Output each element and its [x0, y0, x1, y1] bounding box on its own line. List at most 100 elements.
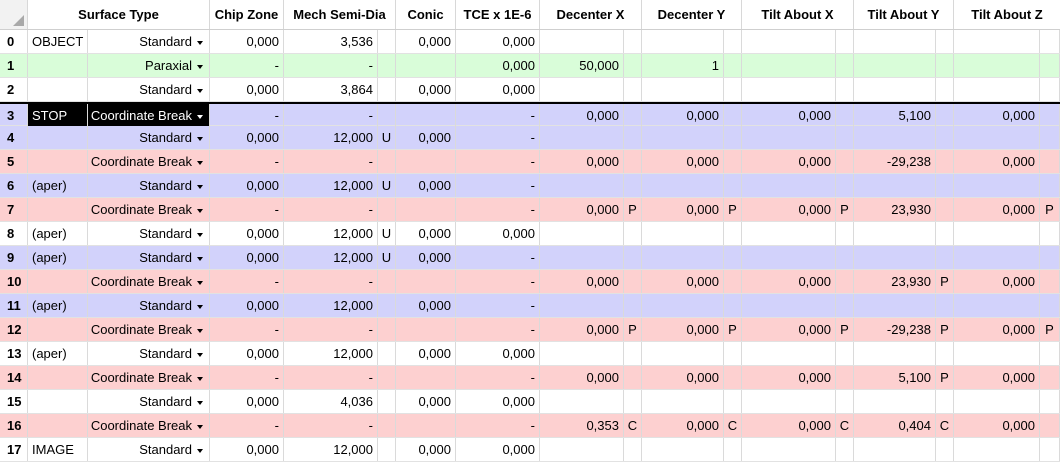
tilt-x-solve[interactable] — [836, 390, 854, 413]
tce-cell[interactable]: 0,000 — [456, 438, 540, 461]
decenter-y-cell[interactable]: 0,000 — [642, 270, 724, 293]
mech-semi-dia-cell[interactable]: - — [284, 198, 378, 221]
surface-type-dropdown[interactable]: Standard — [88, 174, 210, 197]
decenter-x-cell[interactable] — [540, 390, 624, 413]
chip-zone-cell[interactable]: - — [210, 318, 284, 341]
conic-cell[interactable] — [396, 54, 456, 77]
decenter-y-solve[interactable] — [724, 270, 742, 293]
decenter-x-solve[interactable] — [624, 366, 642, 389]
mech-semi-dia-cell[interactable]: 3,864 — [284, 78, 378, 101]
decenter-x-solve[interactable]: P — [624, 318, 642, 341]
tilt-y-solve[interactable] — [936, 342, 954, 365]
mech-semi-dia-cell[interactable]: - — [284, 318, 378, 341]
tilt-z-solve[interactable] — [1040, 104, 1060, 127]
tilt-z-solve[interactable] — [1040, 342, 1060, 365]
chip-zone-cell[interactable]: - — [210, 104, 284, 127]
tilt-z-cell[interactable]: 0,000 — [954, 150, 1040, 173]
tilt-y-solve[interactable]: P — [936, 318, 954, 341]
surface-type-dropdown[interactable]: Standard — [88, 30, 210, 53]
surface-type-dropdown[interactable]: Coordinate Break — [88, 318, 210, 341]
chip-zone-cell[interactable]: 0,000 — [210, 246, 284, 269]
mech-semi-dia-cell[interactable]: - — [284, 104, 378, 127]
mech-semi-dia-cell[interactable]: 12,000 — [284, 438, 378, 461]
tilt-z-cell[interactable]: 0,000 — [954, 366, 1040, 389]
surface-type-dropdown[interactable]: Coordinate Break — [88, 366, 210, 389]
decenter-x-solve[interactable] — [624, 104, 642, 127]
tilt-y-solve[interactable]: P — [936, 270, 954, 293]
tilt-x-solve[interactable] — [836, 30, 854, 53]
surface-row[interactable]: 15 Standard 0,000 4,036 0,000 0,000 — [0, 390, 1060, 414]
header-surface-type[interactable]: Surface Type — [28, 0, 210, 29]
dropdown-arrow-icon[interactable] — [197, 328, 203, 333]
tce-cell[interactable]: - — [456, 294, 540, 317]
dropdown-arrow-icon[interactable] — [197, 424, 203, 429]
tce-cell[interactable]: - — [456, 126, 540, 149]
decenter-y-cell[interactable] — [642, 174, 724, 197]
dropdown-arrow-icon[interactable] — [197, 208, 203, 213]
dropdown-arrow-icon[interactable] — [197, 88, 203, 93]
conic-cell[interactable]: 0,000 — [396, 30, 456, 53]
decenter-x-cell[interactable] — [540, 30, 624, 53]
tilt-y-cell[interactable]: 5,100 — [854, 366, 936, 389]
surface-type-dropdown[interactable]: Paraxial — [88, 54, 210, 77]
mech-semi-dia-solve[interactable] — [378, 342, 396, 365]
chip-zone-cell[interactable]: - — [210, 150, 284, 173]
decenter-x-cell[interactable] — [540, 126, 624, 149]
decenter-y-cell[interactable]: 0,000 — [642, 198, 724, 221]
surface-type-dropdown[interactable]: Coordinate Break — [88, 150, 210, 173]
surface-row[interactable]: 12 Coordinate Break - - -0,000 P 0,000 P 0,000 P -… — [0, 318, 1060, 342]
tilt-y-cell[interactable]: 23,930 — [854, 198, 936, 221]
mech-semi-dia-cell[interactable]: - — [284, 270, 378, 293]
tilt-x-solve[interactable] — [836, 222, 854, 245]
chip-zone-cell[interactable]: - — [210, 198, 284, 221]
conic-cell[interactable] — [396, 270, 456, 293]
surface-row[interactable]: 13 (aper) Standard 0,000 12,000 0,000 0,000 — [0, 342, 1060, 366]
tilt-x-cell[interactable] — [742, 174, 836, 197]
decenter-x-cell[interactable] — [540, 342, 624, 365]
mech-semi-dia-solve[interactable] — [378, 198, 396, 221]
tilt-x-solve[interactable] — [836, 150, 854, 173]
dropdown-arrow-icon[interactable] — [197, 136, 203, 141]
decenter-x-solve[interactable] — [624, 78, 642, 101]
surface-row[interactable]: 3 STOP Coordinate Break - - - 0,000 0,000 0,000 5… — [0, 102, 1060, 127]
decenter-x-solve[interactable] — [624, 54, 642, 77]
tilt-x-cell[interactable]: 0,000 — [742, 270, 836, 293]
decenter-x-cell[interactable] — [540, 78, 624, 101]
tilt-z-cell[interactable]: 0,000 — [954, 318, 1040, 341]
tilt-y-solve[interactable] — [936, 438, 954, 461]
decenter-x-cell[interactable]: 0,353 — [540, 414, 624, 437]
chip-zone-cell[interactable]: 0,000 — [210, 30, 284, 53]
conic-cell[interactable]: 0,000 — [396, 438, 456, 461]
dropdown-arrow-icon[interactable] — [197, 64, 203, 69]
decenter-y-solve[interactable] — [724, 366, 742, 389]
tce-cell[interactable]: - — [456, 174, 540, 197]
dropdown-arrow-icon[interactable] — [197, 40, 203, 45]
tilt-y-cell[interactable] — [854, 390, 936, 413]
tce-cell[interactable]: - — [456, 366, 540, 389]
decenter-x-cell[interactable]: 50,000 — [540, 54, 624, 77]
tilt-z-cell[interactable] — [954, 390, 1040, 413]
tilt-z-cell[interactable] — [954, 294, 1040, 317]
decenter-x-solve[interactable]: C — [624, 414, 642, 437]
tilt-y-cell[interactable] — [854, 294, 936, 317]
surface-row[interactable]: 17 IMAGE Standard 0,000 12,000 0,000 0,000 — [0, 438, 1060, 462]
mech-semi-dia-solve[interactable] — [378, 438, 396, 461]
conic-cell[interactable]: 0,000 — [396, 78, 456, 101]
tilt-y-solve[interactable] — [936, 30, 954, 53]
tilt-z-cell[interactable] — [954, 78, 1040, 101]
tilt-z-solve[interactable] — [1040, 294, 1060, 317]
select-all-corner[interactable] — [0, 0, 28, 29]
tce-cell[interactable]: 0,000 — [456, 30, 540, 53]
tilt-z-solve[interactable] — [1040, 438, 1060, 461]
tilt-y-solve[interactable] — [936, 390, 954, 413]
tilt-x-cell[interactable] — [742, 390, 836, 413]
chip-zone-cell[interactable]: 0,000 — [210, 126, 284, 149]
decenter-x-solve[interactable]: P — [624, 198, 642, 221]
tilt-z-cell[interactable] — [954, 222, 1040, 245]
mech-semi-dia-solve[interactable]: U — [378, 126, 396, 149]
decenter-y-solve[interactable] — [724, 104, 742, 127]
surface-row[interactable]: 9 (aper) Standard 0,000 12,000 U 0,000 - — [0, 246, 1060, 270]
tilt-x-cell[interactable] — [742, 294, 836, 317]
decenter-x-cell[interactable]: 0,000 — [540, 318, 624, 341]
decenter-x-cell[interactable] — [540, 222, 624, 245]
